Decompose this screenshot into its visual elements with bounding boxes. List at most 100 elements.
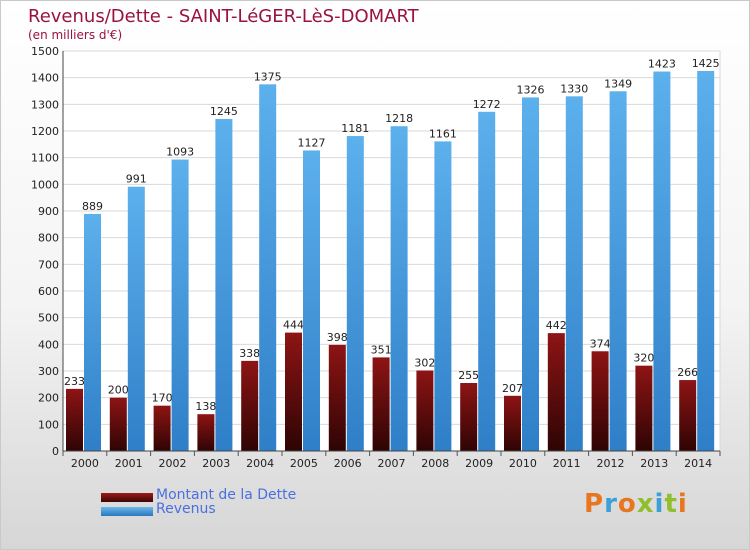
y-tick-label: 100 — [38, 418, 59, 431]
bar-revenue — [609, 91, 627, 452]
y-tick-label: 200 — [38, 392, 59, 405]
data-label-debt: 351 — [371, 343, 392, 356]
bar-revenue — [478, 111, 496, 452]
data-label-revenue: 1245 — [210, 105, 238, 118]
bar-debt — [241, 360, 259, 451]
data-label-debt: 255 — [458, 369, 479, 382]
y-tick-label: 700 — [38, 258, 59, 271]
data-label-revenue: 1218 — [385, 112, 413, 125]
data-label-debt: 374 — [590, 337, 611, 350]
bar-revenue — [346, 136, 364, 452]
bar-debt — [285, 332, 302, 451]
x-tick-label: 2010 — [509, 457, 537, 470]
logo-letter: r — [604, 489, 618, 519]
data-label-revenue: 991 — [126, 173, 147, 186]
data-label-revenue: 1330 — [560, 82, 588, 95]
x-tick-label: 2013 — [640, 457, 668, 470]
x-tick-label: 2001 — [115, 457, 143, 470]
bar-debt — [197, 414, 215, 451]
logo-letter: t — [664, 489, 678, 519]
bar-debt — [635, 365, 653, 451]
bar-debt — [416, 370, 434, 451]
bar-revenue — [390, 126, 408, 451]
proxiti-logo: Proxiti — [584, 489, 688, 519]
bar-revenue — [653, 71, 671, 452]
bar-revenue — [127, 186, 145, 451]
bar-revenue — [259, 84, 277, 451]
bar-debt — [460, 383, 478, 451]
x-tick-label: 2007 — [378, 457, 406, 470]
bar-debt — [372, 357, 390, 451]
data-label-revenue: 1161 — [429, 127, 457, 140]
data-label-debt: 442 — [546, 319, 567, 332]
data-label-debt: 302 — [414, 356, 435, 369]
y-tick-label: 1300 — [31, 98, 59, 111]
logo-letter: x — [636, 489, 655, 519]
bar-debt — [153, 405, 171, 451]
legend-swatch-debt — [101, 493, 153, 502]
x-tick-label: 2008 — [421, 457, 449, 470]
data-label-revenue: 1181 — [341, 122, 369, 135]
x-tick-label: 2012 — [597, 457, 625, 470]
x-tick-label: 2011 — [553, 457, 581, 470]
data-label-debt: 233 — [64, 375, 85, 388]
bar-revenue — [171, 159, 189, 452]
x-tick-label: 2009 — [465, 457, 493, 470]
bar-debt — [504, 395, 521, 451]
y-tick-label: 500 — [38, 312, 59, 325]
data-label-revenue: 1425 — [692, 57, 720, 70]
bar-debt — [66, 388, 83, 451]
data-label-debt: 170 — [152, 392, 173, 405]
y-tick-label: 0 — [52, 445, 59, 458]
chart-title: Revenus/Dette - SAINT-LéGER-LèS-DOMART — [28, 6, 419, 27]
bar-debt — [328, 344, 346, 451]
data-label-debt: 207 — [502, 382, 523, 395]
legend-swatch-revenue — [101, 507, 153, 516]
y-tick-label: 1000 — [31, 178, 59, 191]
data-label-revenue: 1272 — [473, 98, 501, 111]
bar-debt — [679, 380, 697, 451]
x-tick-label: 2004 — [246, 457, 274, 470]
bar-revenue — [84, 213, 101, 451]
data-label-debt: 398 — [327, 331, 348, 344]
x-tick-label: 2005 — [290, 457, 318, 470]
data-label-revenue: 889 — [82, 200, 103, 213]
x-tick-label: 2014 — [684, 457, 712, 470]
x-tick-label: 2003 — [202, 457, 230, 470]
data-label-revenue: 1375 — [254, 70, 282, 83]
y-tick-label: 1400 — [31, 72, 59, 85]
data-label-debt: 338 — [239, 347, 260, 360]
y-tick-label: 400 — [38, 338, 59, 351]
y-tick-label: 1500 — [31, 45, 59, 58]
data-label-debt: 444 — [283, 319, 304, 332]
x-tick-label: 2002 — [159, 457, 187, 470]
bar-revenue — [303, 150, 320, 451]
y-tick-label: 300 — [38, 365, 59, 378]
logo-letter: i — [677, 489, 688, 519]
bar-debt — [109, 397, 127, 451]
data-label-debt: 138 — [195, 400, 216, 413]
y-tick-label: 1200 — [31, 125, 59, 138]
y-tick-label: 600 — [38, 285, 59, 298]
legend-label-revenue: Revenus — [156, 501, 216, 517]
bar-debt — [547, 333, 565, 451]
y-tick-label: 1100 — [31, 152, 59, 165]
y-tick-label: 800 — [38, 232, 59, 245]
legend-label-debt: Montant de la Dette — [156, 487, 297, 503]
bar-revenue — [522, 97, 539, 452]
bar-revenue — [697, 71, 715, 451]
x-tick-label: 2000 — [71, 457, 99, 470]
bar-revenue — [215, 119, 233, 451]
bar-revenue — [434, 141, 452, 451]
data-label-revenue: 1093 — [166, 146, 194, 159]
data-label-revenue: 1127 — [298, 136, 326, 149]
data-label-debt: 320 — [633, 352, 654, 365]
data-label-revenue: 1423 — [648, 58, 676, 71]
data-label-debt: 266 — [677, 366, 698, 379]
y-tick-label: 900 — [38, 205, 59, 218]
logo-letter: o — [617, 489, 637, 519]
logo-letter: P — [584, 489, 605, 519]
logo-letter: i — [654, 489, 665, 519]
